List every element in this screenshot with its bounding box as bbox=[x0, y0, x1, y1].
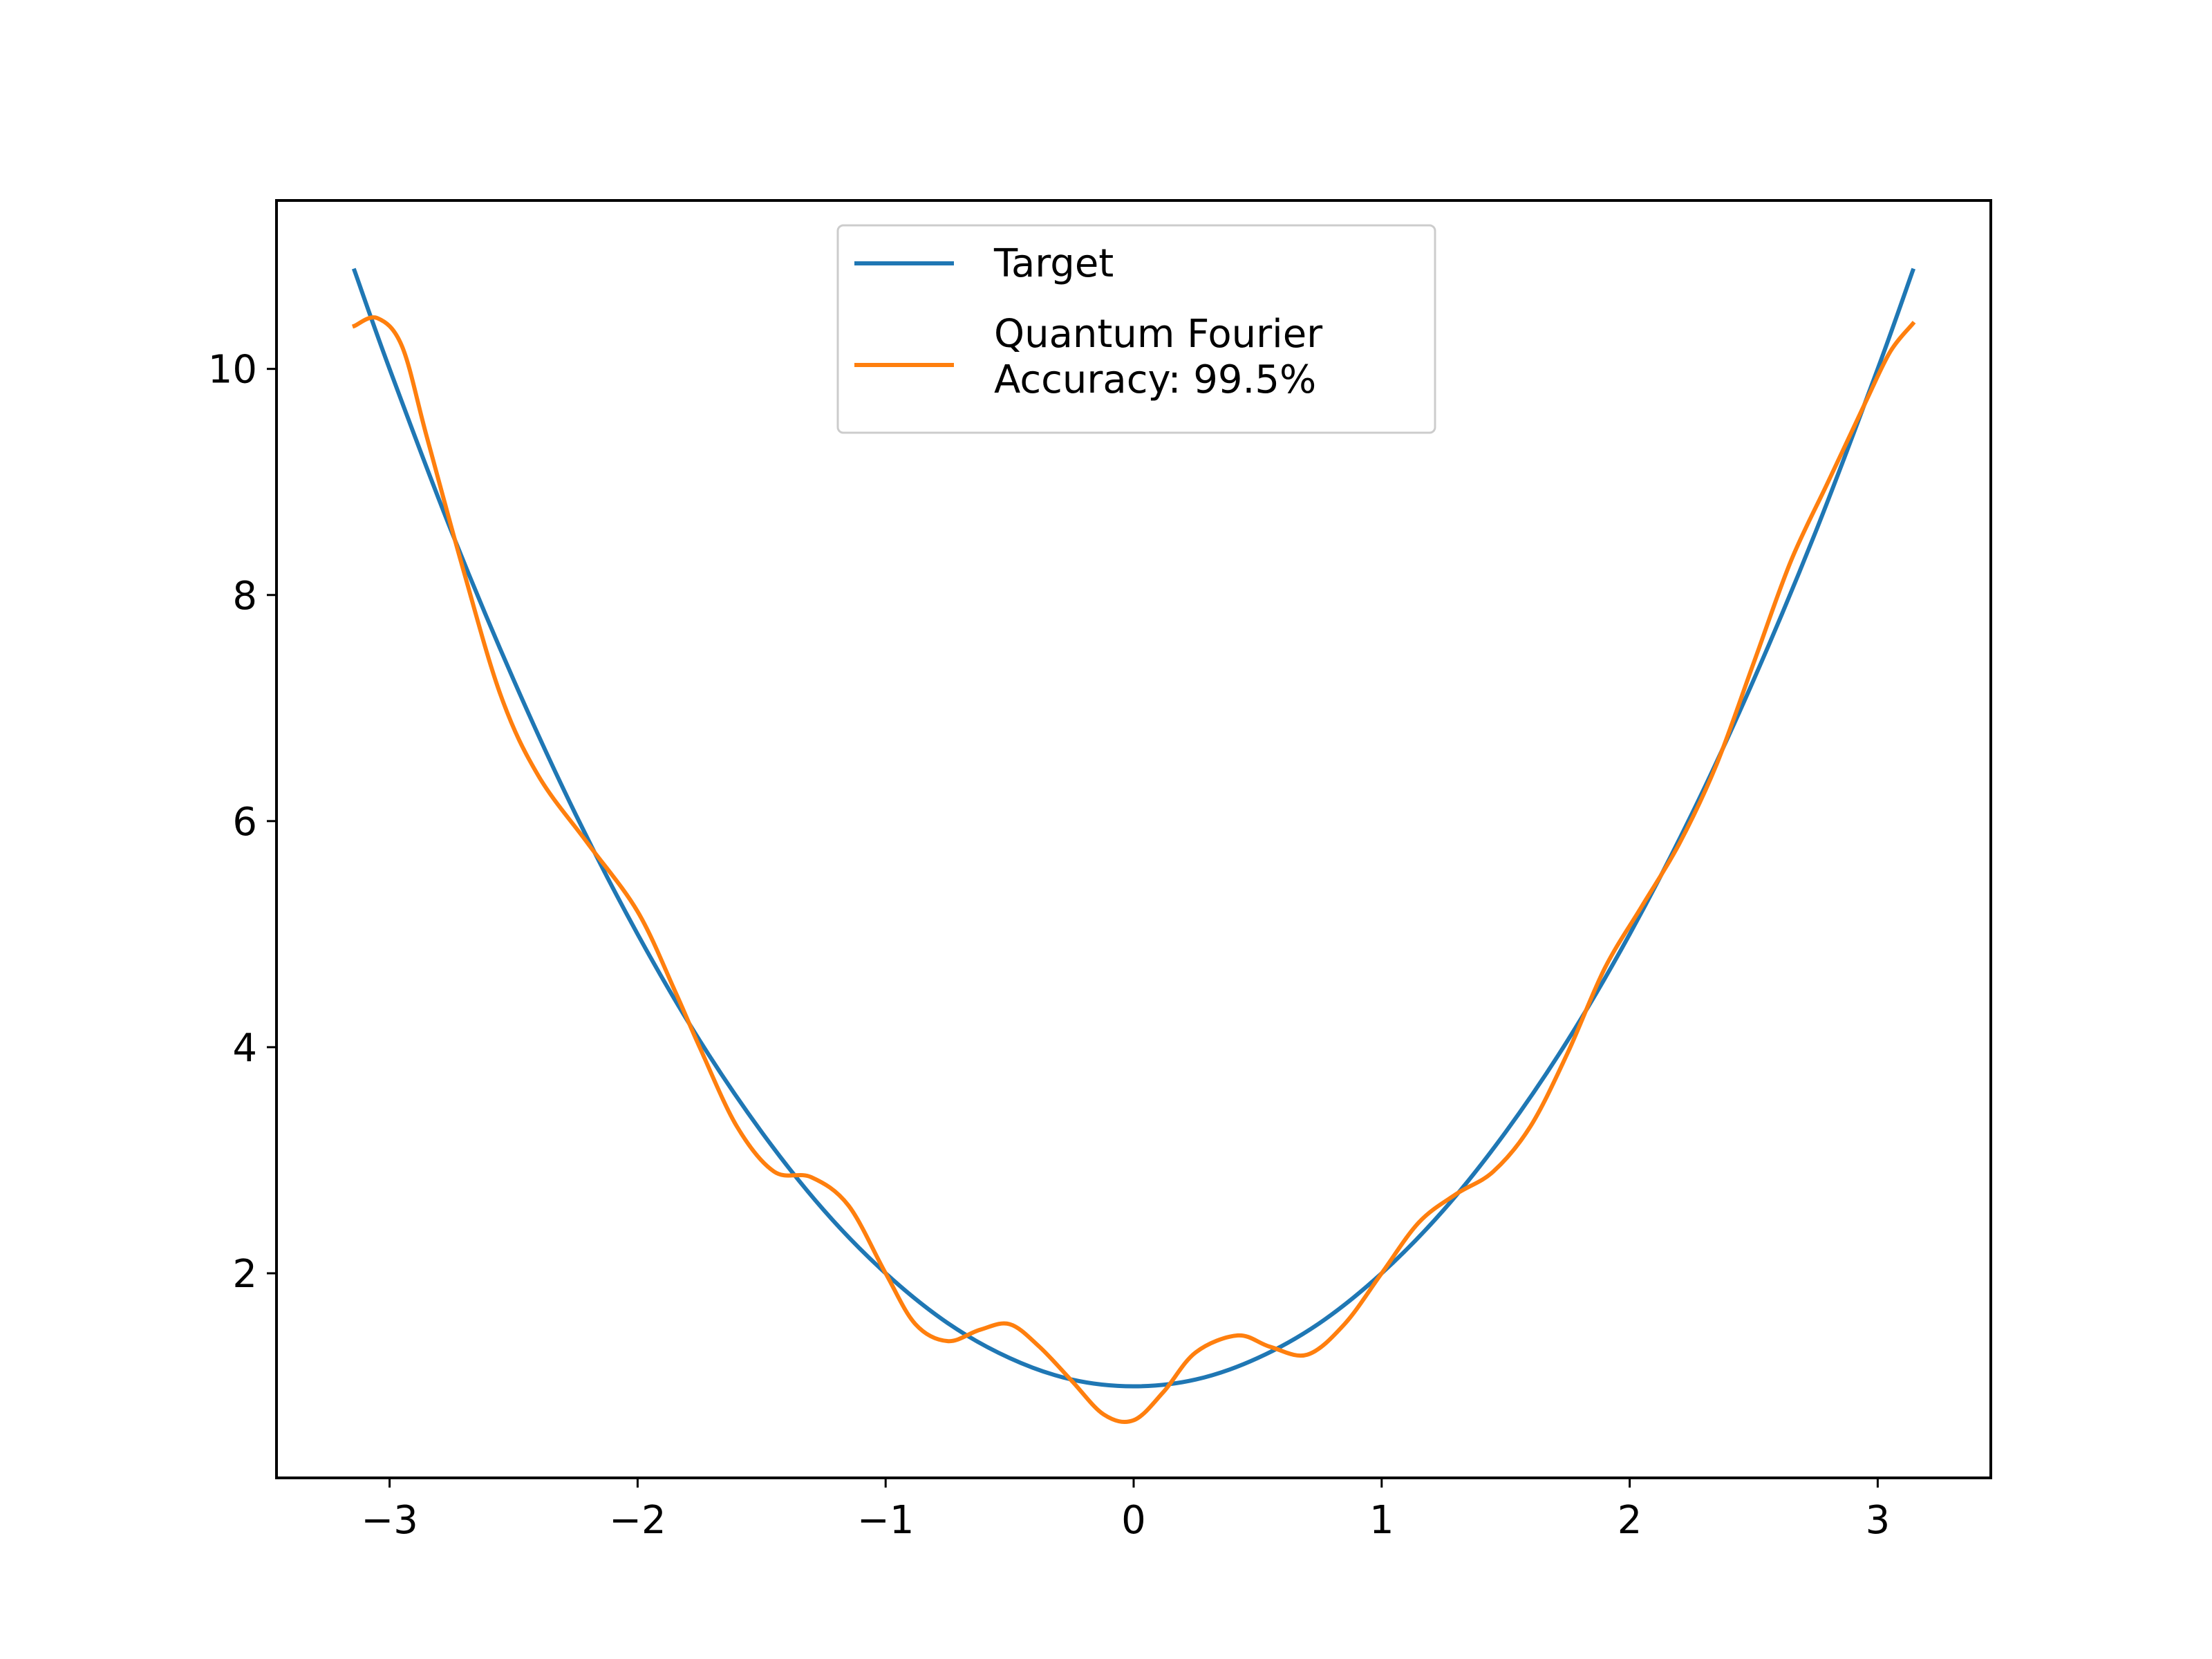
legend-label: Accuracy: 99.5% bbox=[994, 357, 1316, 402]
y-tick-label: 4 bbox=[232, 1026, 257, 1071]
legend-label: Target bbox=[993, 241, 1114, 286]
legend-label: Quantum Fourier bbox=[994, 312, 1323, 357]
y-tick-label: 10 bbox=[208, 348, 257, 393]
x-axis: −3 −2 −1 0 1 2 3 bbox=[361, 1478, 1890, 1543]
y-tick-label: 8 bbox=[232, 574, 257, 619]
x-tick-label: −1 bbox=[857, 1498, 915, 1543]
x-tick-label: 3 bbox=[1866, 1498, 1891, 1543]
plot-lines bbox=[351, 268, 1916, 1424]
legend-box bbox=[836, 224, 1436, 434]
y-tick-label: 2 bbox=[232, 1252, 257, 1297]
series-line-1 bbox=[351, 315, 1916, 1424]
y-axis: 2 4 6 8 10 bbox=[208, 348, 276, 1297]
x-tick-label: 1 bbox=[1369, 1498, 1394, 1543]
x-tick-label: −3 bbox=[361, 1498, 418, 1543]
y-tick-label: 6 bbox=[232, 800, 257, 845]
x-tick-label: −2 bbox=[609, 1498, 666, 1543]
x-tick-label: 0 bbox=[1121, 1498, 1146, 1543]
x-tick-label: 2 bbox=[1618, 1498, 1642, 1543]
